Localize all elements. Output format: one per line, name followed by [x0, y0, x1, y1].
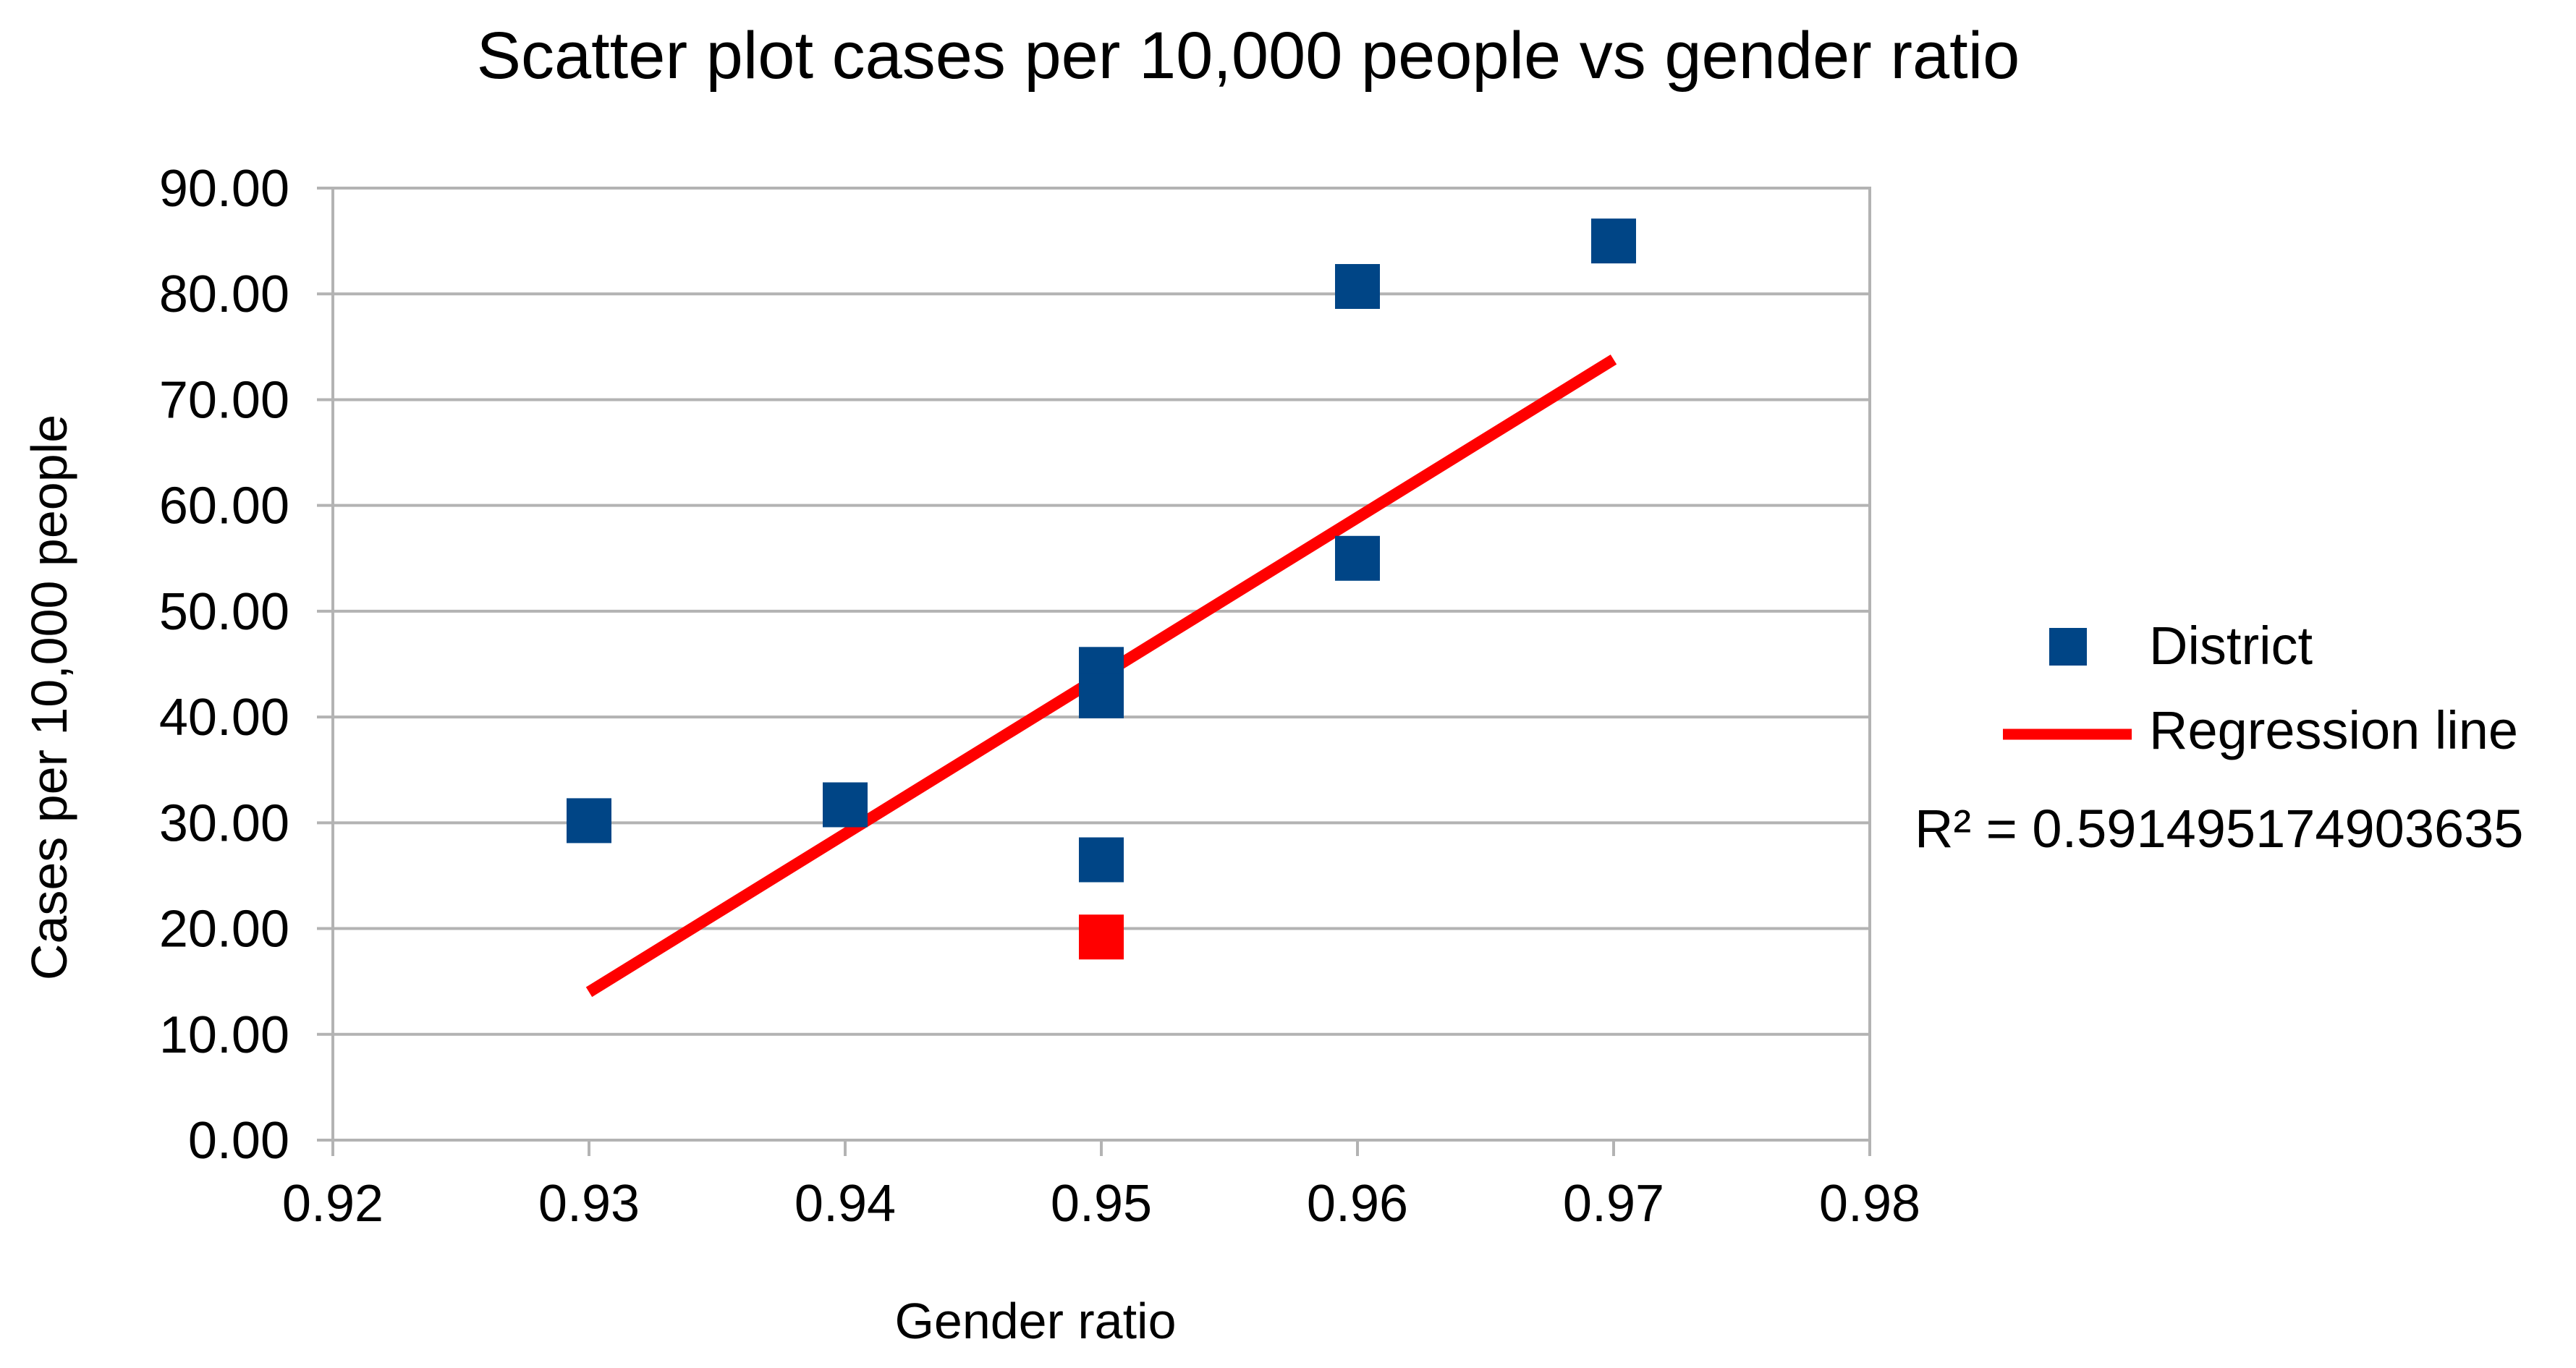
- y-axis-ticks: 0.00 10.00 20.00 30.00 40.00 50.00 60.00 70.00 8…: [159, 160, 333, 1170]
- data-points: [567, 218, 1636, 960]
- x-tick-label: 0.97: [1563, 1175, 1664, 1233]
- district-point: [1335, 263, 1380, 309]
- x-axis-ticks: 0.92 0.93 0.94 0.95 0.96 0.97 0.98: [282, 1140, 1920, 1233]
- x-tick-label: 0.92: [282, 1175, 384, 1233]
- y-tick-label: 0.00: [188, 1112, 289, 1170]
- district-point: [1079, 837, 1124, 883]
- legend-district-label: District: [2149, 616, 2313, 676]
- legend-regression-label: Regression line: [2149, 700, 2518, 760]
- legend: District Regression line: [2003, 616, 2518, 760]
- r-squared-label: R² = 0.591495174903635: [1915, 799, 2523, 859]
- y-tick-label: 10.00: [159, 1006, 289, 1064]
- x-tick-label: 0.96: [1307, 1175, 1408, 1233]
- y-axis-label: Cases per 10,000 people: [21, 415, 77, 980]
- y-tick-label: 80.00: [159, 265, 289, 323]
- x-axis-label: Gender ratio: [894, 1293, 1176, 1349]
- y-tick-label: 30.00: [159, 794, 289, 852]
- y-tick-label: 20.00: [159, 901, 289, 959]
- y-tick-label: 70.00: [159, 371, 289, 429]
- x-tick-label: 0.95: [1051, 1175, 1152, 1233]
- x-tick-label: 0.93: [538, 1175, 640, 1233]
- x-tick-label: 0.98: [1819, 1175, 1920, 1233]
- y-tick-label: 50.00: [159, 583, 289, 641]
- y-tick-label: 60.00: [159, 477, 289, 535]
- y-tick-label: 90.00: [159, 160, 289, 218]
- district-point: [1335, 535, 1380, 581]
- chart-title: Scatter plot cases per 10,000 people vs …: [477, 19, 2020, 93]
- highlighted-point: [1079, 914, 1124, 960]
- district-point: [823, 782, 868, 828]
- district-point: [1079, 673, 1124, 718]
- district-point: [1591, 218, 1636, 264]
- legend-district-marker: [2049, 628, 2087, 666]
- district-point: [567, 798, 611, 844]
- y-tick-label: 40.00: [159, 689, 289, 747]
- x-tick-label: 0.94: [795, 1175, 896, 1233]
